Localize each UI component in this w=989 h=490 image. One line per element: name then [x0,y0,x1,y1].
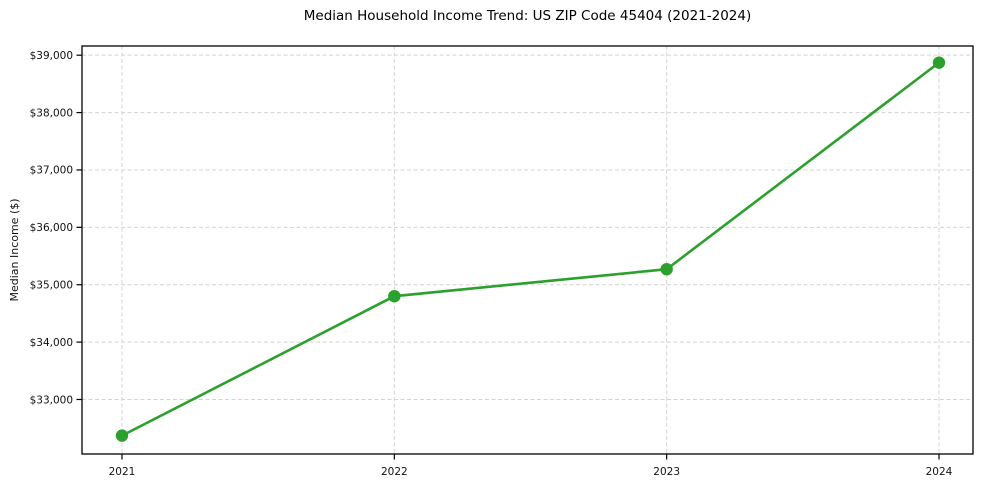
y-axis-label: Median Income ($) [8,198,21,301]
y-tick-label: $34,000 [30,337,73,349]
y-tick-label: $37,000 [30,165,73,177]
y-tick-label: $38,000 [30,107,73,119]
x-tick-label: 2024 [926,466,953,478]
data-point-marker [115,429,129,442]
data-point-marker [932,56,946,69]
y-tick-label: $33,000 [30,394,73,406]
plot-border [81,45,974,455]
data-point-marker [388,289,401,303]
y-tick-label: $35,000 [30,280,73,292]
data-line [120,61,941,437]
chart-title: Median Household Income Trend: US ZIP Co… [303,8,752,24]
y-tick-label: $36,000 [30,222,73,234]
y-tick-label: $39,000 [30,50,73,62]
data-point-marker [660,263,673,276]
x-tick-label: 2021 [109,466,136,478]
x-tick-label: 2022 [381,466,408,478]
x-tick-label: 2023 [653,466,680,478]
